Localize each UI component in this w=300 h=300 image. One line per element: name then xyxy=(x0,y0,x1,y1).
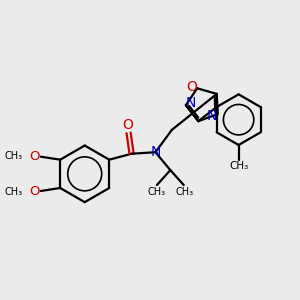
Text: O: O xyxy=(123,118,134,131)
Text: O: O xyxy=(29,150,40,163)
Text: N: N xyxy=(206,109,217,123)
Text: O: O xyxy=(29,185,40,198)
Text: CH₃: CH₃ xyxy=(175,187,194,196)
Text: N: N xyxy=(151,145,161,159)
Text: N: N xyxy=(186,96,196,110)
Text: CH₃: CH₃ xyxy=(5,151,23,161)
Text: CH₃: CH₃ xyxy=(230,161,249,172)
Text: CH₃: CH₃ xyxy=(5,187,23,196)
Text: O: O xyxy=(186,80,197,94)
Text: CH₃: CH₃ xyxy=(148,187,166,196)
